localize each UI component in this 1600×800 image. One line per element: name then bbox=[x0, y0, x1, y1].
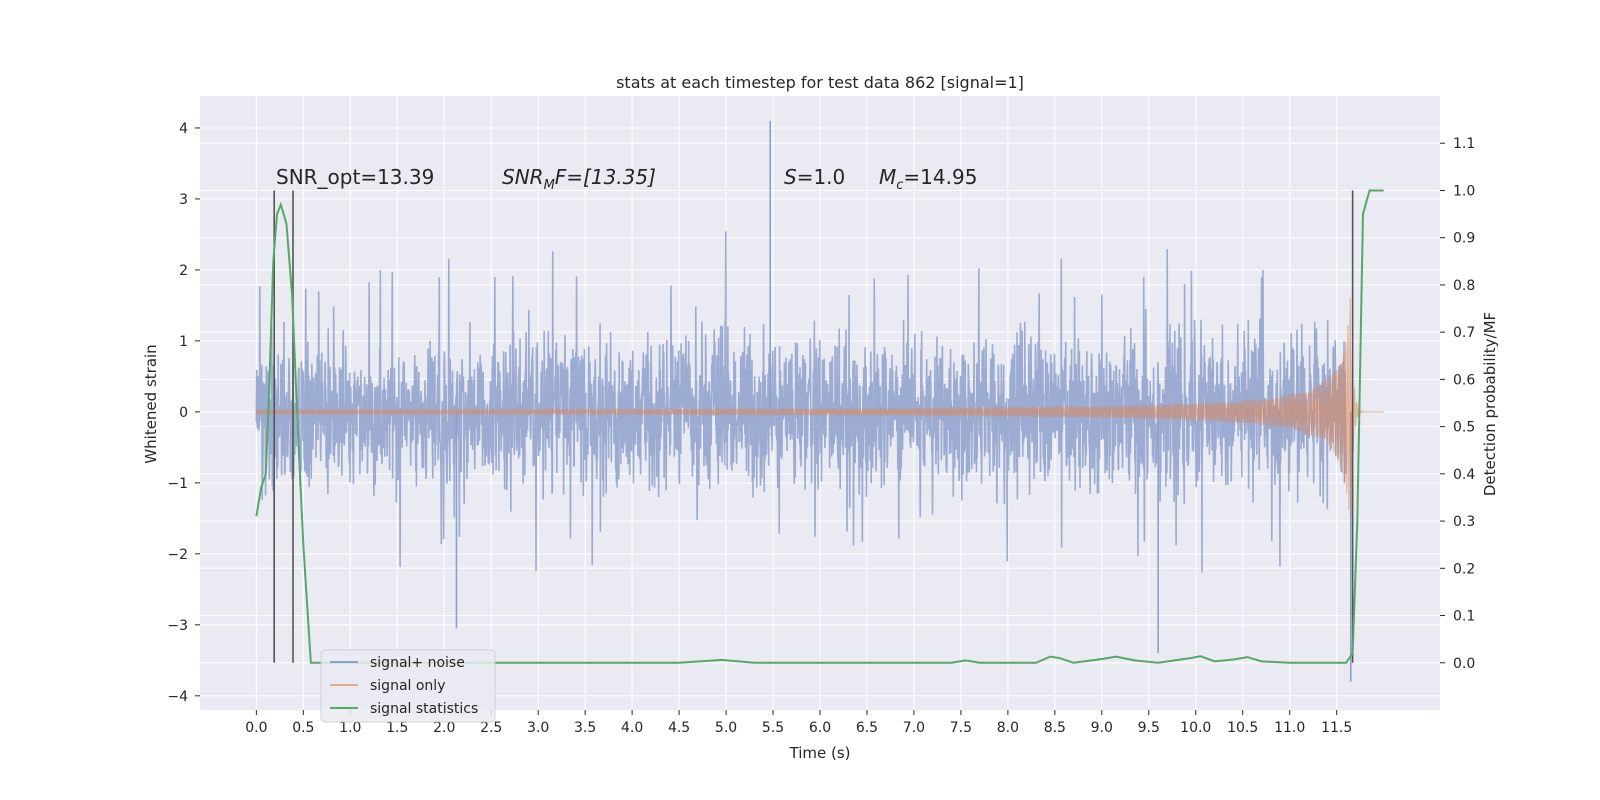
annotation-mc-rest: =14.95 bbox=[903, 165, 977, 189]
y2-tick-label: 0.7 bbox=[1453, 325, 1475, 341]
y2-tick-label: 0.1 bbox=[1453, 609, 1475, 625]
x-tick-label: 5.0 bbox=[715, 720, 737, 736]
x-tick-label: 8.5 bbox=[1044, 720, 1066, 736]
x-tick-label: 8.0 bbox=[997, 720, 1019, 736]
y-tick-label: −2 bbox=[167, 547, 188, 563]
annotation-s: S=1.0 bbox=[784, 165, 845, 189]
line-signal-only bbox=[255, 297, 1384, 515]
x-tick-label: 0.5 bbox=[292, 720, 314, 736]
y2-tick-label: 0.8 bbox=[1453, 278, 1475, 294]
annotation-s-main: S bbox=[784, 165, 797, 189]
x-tick-label: 7.5 bbox=[950, 720, 972, 736]
x-tick-label: 4.5 bbox=[668, 720, 690, 736]
marker-lines bbox=[273, 190, 1354, 663]
legend-box bbox=[320, 649, 496, 723]
x-tick-label: 11.0 bbox=[1274, 720, 1305, 736]
x-axis-label: Time (s) bbox=[789, 744, 851, 762]
x-tick-label: 10.5 bbox=[1227, 720, 1258, 736]
y-tick-label: 4 bbox=[179, 121, 188, 137]
annotation-snr-mf-sub: M bbox=[544, 178, 555, 193]
y-tick-label: 3 bbox=[179, 192, 188, 208]
y2-tick-label: 0.2 bbox=[1453, 561, 1475, 577]
y2-tick-label: 0.6 bbox=[1453, 372, 1475, 388]
y2-tick-label: 0.9 bbox=[1453, 231, 1475, 247]
y-axis-label: Whitened strain bbox=[142, 344, 160, 463]
annotation-s-rest: =1.0 bbox=[797, 165, 846, 189]
annotation-mc-main: M bbox=[879, 165, 896, 189]
y-tick-label: −1 bbox=[167, 476, 188, 492]
y2-tick-label: 0.0 bbox=[1453, 656, 1475, 672]
y2-tick-label: 0.5 bbox=[1453, 420, 1475, 436]
x-tick-label: 3.0 bbox=[527, 720, 549, 736]
y2-tick-label: 0.4 bbox=[1453, 467, 1475, 483]
y-tick-label: 2 bbox=[179, 263, 188, 279]
legend-label-signal-statistics: signal statistics bbox=[370, 701, 478, 717]
x-tick-label: 4.0 bbox=[621, 720, 643, 736]
x-tick-label: 6.5 bbox=[856, 720, 878, 736]
ticks: 0.0 0.5 1.0 1.5 2.0 2.5 3.0 3.5 4.0 4.5 5.0 5.5 6.0 6… bbox=[167, 121, 1475, 736]
legend: signal+ noise signal only signal statist… bbox=[320, 649, 496, 723]
series-signal-statistics bbox=[255, 189, 1384, 664]
y2-tick-label: 1.0 bbox=[1453, 183, 1475, 199]
annotation-snr-mf-rest: F=[13.35] bbox=[555, 165, 656, 189]
chart-title: stats at each timestep for test data 862… bbox=[616, 73, 1024, 92]
x-tick-label: 7.0 bbox=[903, 720, 925, 736]
x-tick-label: 2.5 bbox=[480, 720, 502, 736]
y2-tick-label: 1.1 bbox=[1453, 136, 1475, 152]
x-tick-label: 11.5 bbox=[1321, 720, 1352, 736]
y-tick-label: −3 bbox=[167, 618, 188, 634]
x-tick-label: 1.0 bbox=[339, 720, 361, 736]
annotation-mc-sub: c bbox=[896, 178, 903, 193]
annotation-mc: Mc=14.95 bbox=[879, 165, 977, 193]
x-tick-label: 0.0 bbox=[245, 720, 267, 736]
y-tick-label: 1 bbox=[179, 334, 188, 350]
annotation-snr-mf: SNRMF=[13.35] bbox=[502, 165, 656, 193]
annotation-snr-opt: SNR_opt=13.39 bbox=[276, 165, 434, 189]
y-tick-label: −4 bbox=[167, 689, 188, 705]
x-tick-label: 5.5 bbox=[762, 720, 784, 736]
legend-label-signal-noise: signal+ noise bbox=[370, 655, 465, 671]
series-signal-only bbox=[255, 297, 1384, 515]
legend-label-signal-only: signal only bbox=[370, 678, 445, 694]
line-signal-statistics bbox=[255, 189, 1384, 664]
y2-tick-label: 0.3 bbox=[1453, 514, 1475, 530]
x-tick-label: 1.5 bbox=[386, 720, 408, 736]
x-tick-label: 6.0 bbox=[809, 720, 831, 736]
x-tick-label: 9.5 bbox=[1138, 720, 1160, 736]
y-tick-label: 0 bbox=[179, 405, 188, 421]
x-tick-label: 2.0 bbox=[433, 720, 455, 736]
y2-axis-label: Detection probability/MF bbox=[1481, 312, 1499, 496]
x-tick-label: 9.0 bbox=[1091, 720, 1113, 736]
annotation-snr-mf-main: SNR bbox=[502, 165, 544, 189]
x-tick-label: 10.0 bbox=[1180, 720, 1211, 736]
x-tick-label: 3.5 bbox=[574, 720, 596, 736]
line-signal-noise bbox=[255, 231, 1347, 573]
